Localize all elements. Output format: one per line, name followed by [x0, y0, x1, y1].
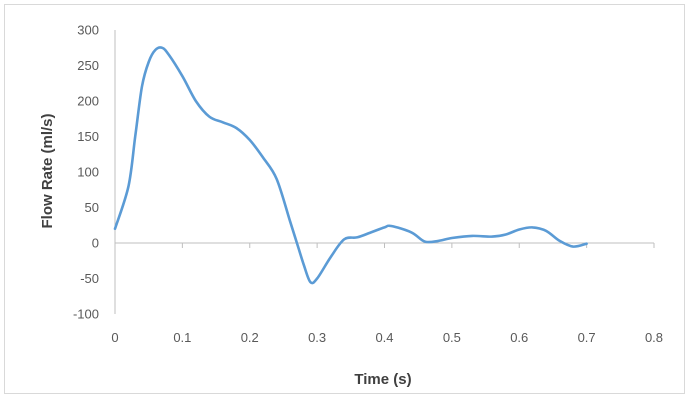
y-tick-label: -100 — [73, 307, 99, 322]
y-tick-label: 300 — [77, 23, 99, 38]
y-tick-label: 250 — [77, 58, 99, 73]
y-tick-label: 100 — [77, 165, 99, 180]
chart-frame — [4, 4, 685, 394]
x-axis-title: Time (s) — [354, 371, 411, 388]
y-axis-tick-labels: -100 -50 0 50 100 150 200 250 300 — [73, 23, 99, 322]
y-tick-label: 150 — [77, 129, 99, 144]
x-tick-label: 0.7 — [578, 330, 596, 345]
y-tick-label: -50 — [80, 271, 99, 286]
y-tick-label: 50 — [85, 200, 99, 215]
y-tick-label: 0 — [92, 236, 99, 251]
y-tick-label: 200 — [77, 94, 99, 109]
x-tick-label: 0.6 — [510, 330, 528, 345]
x-tick-label: 0.5 — [443, 330, 461, 345]
x-tick-label: 0.1 — [173, 330, 191, 345]
x-tick-label: 0.8 — [645, 330, 663, 345]
x-axis-tick-labels: 0 0.1 0.2 0.3 0.4 0.5 0.6 0.7 0.8 — [111, 330, 663, 345]
x-tick-label: 0.3 — [308, 330, 326, 345]
x-tick-label: 0 — [111, 330, 118, 345]
x-tick-label: 0.2 — [241, 330, 259, 345]
flow-rate-series-line — [113, 46, 588, 285]
y-axis-title: Flow Rate (ml/s) — [39, 113, 56, 228]
x-tick-label: 0.4 — [375, 330, 393, 345]
